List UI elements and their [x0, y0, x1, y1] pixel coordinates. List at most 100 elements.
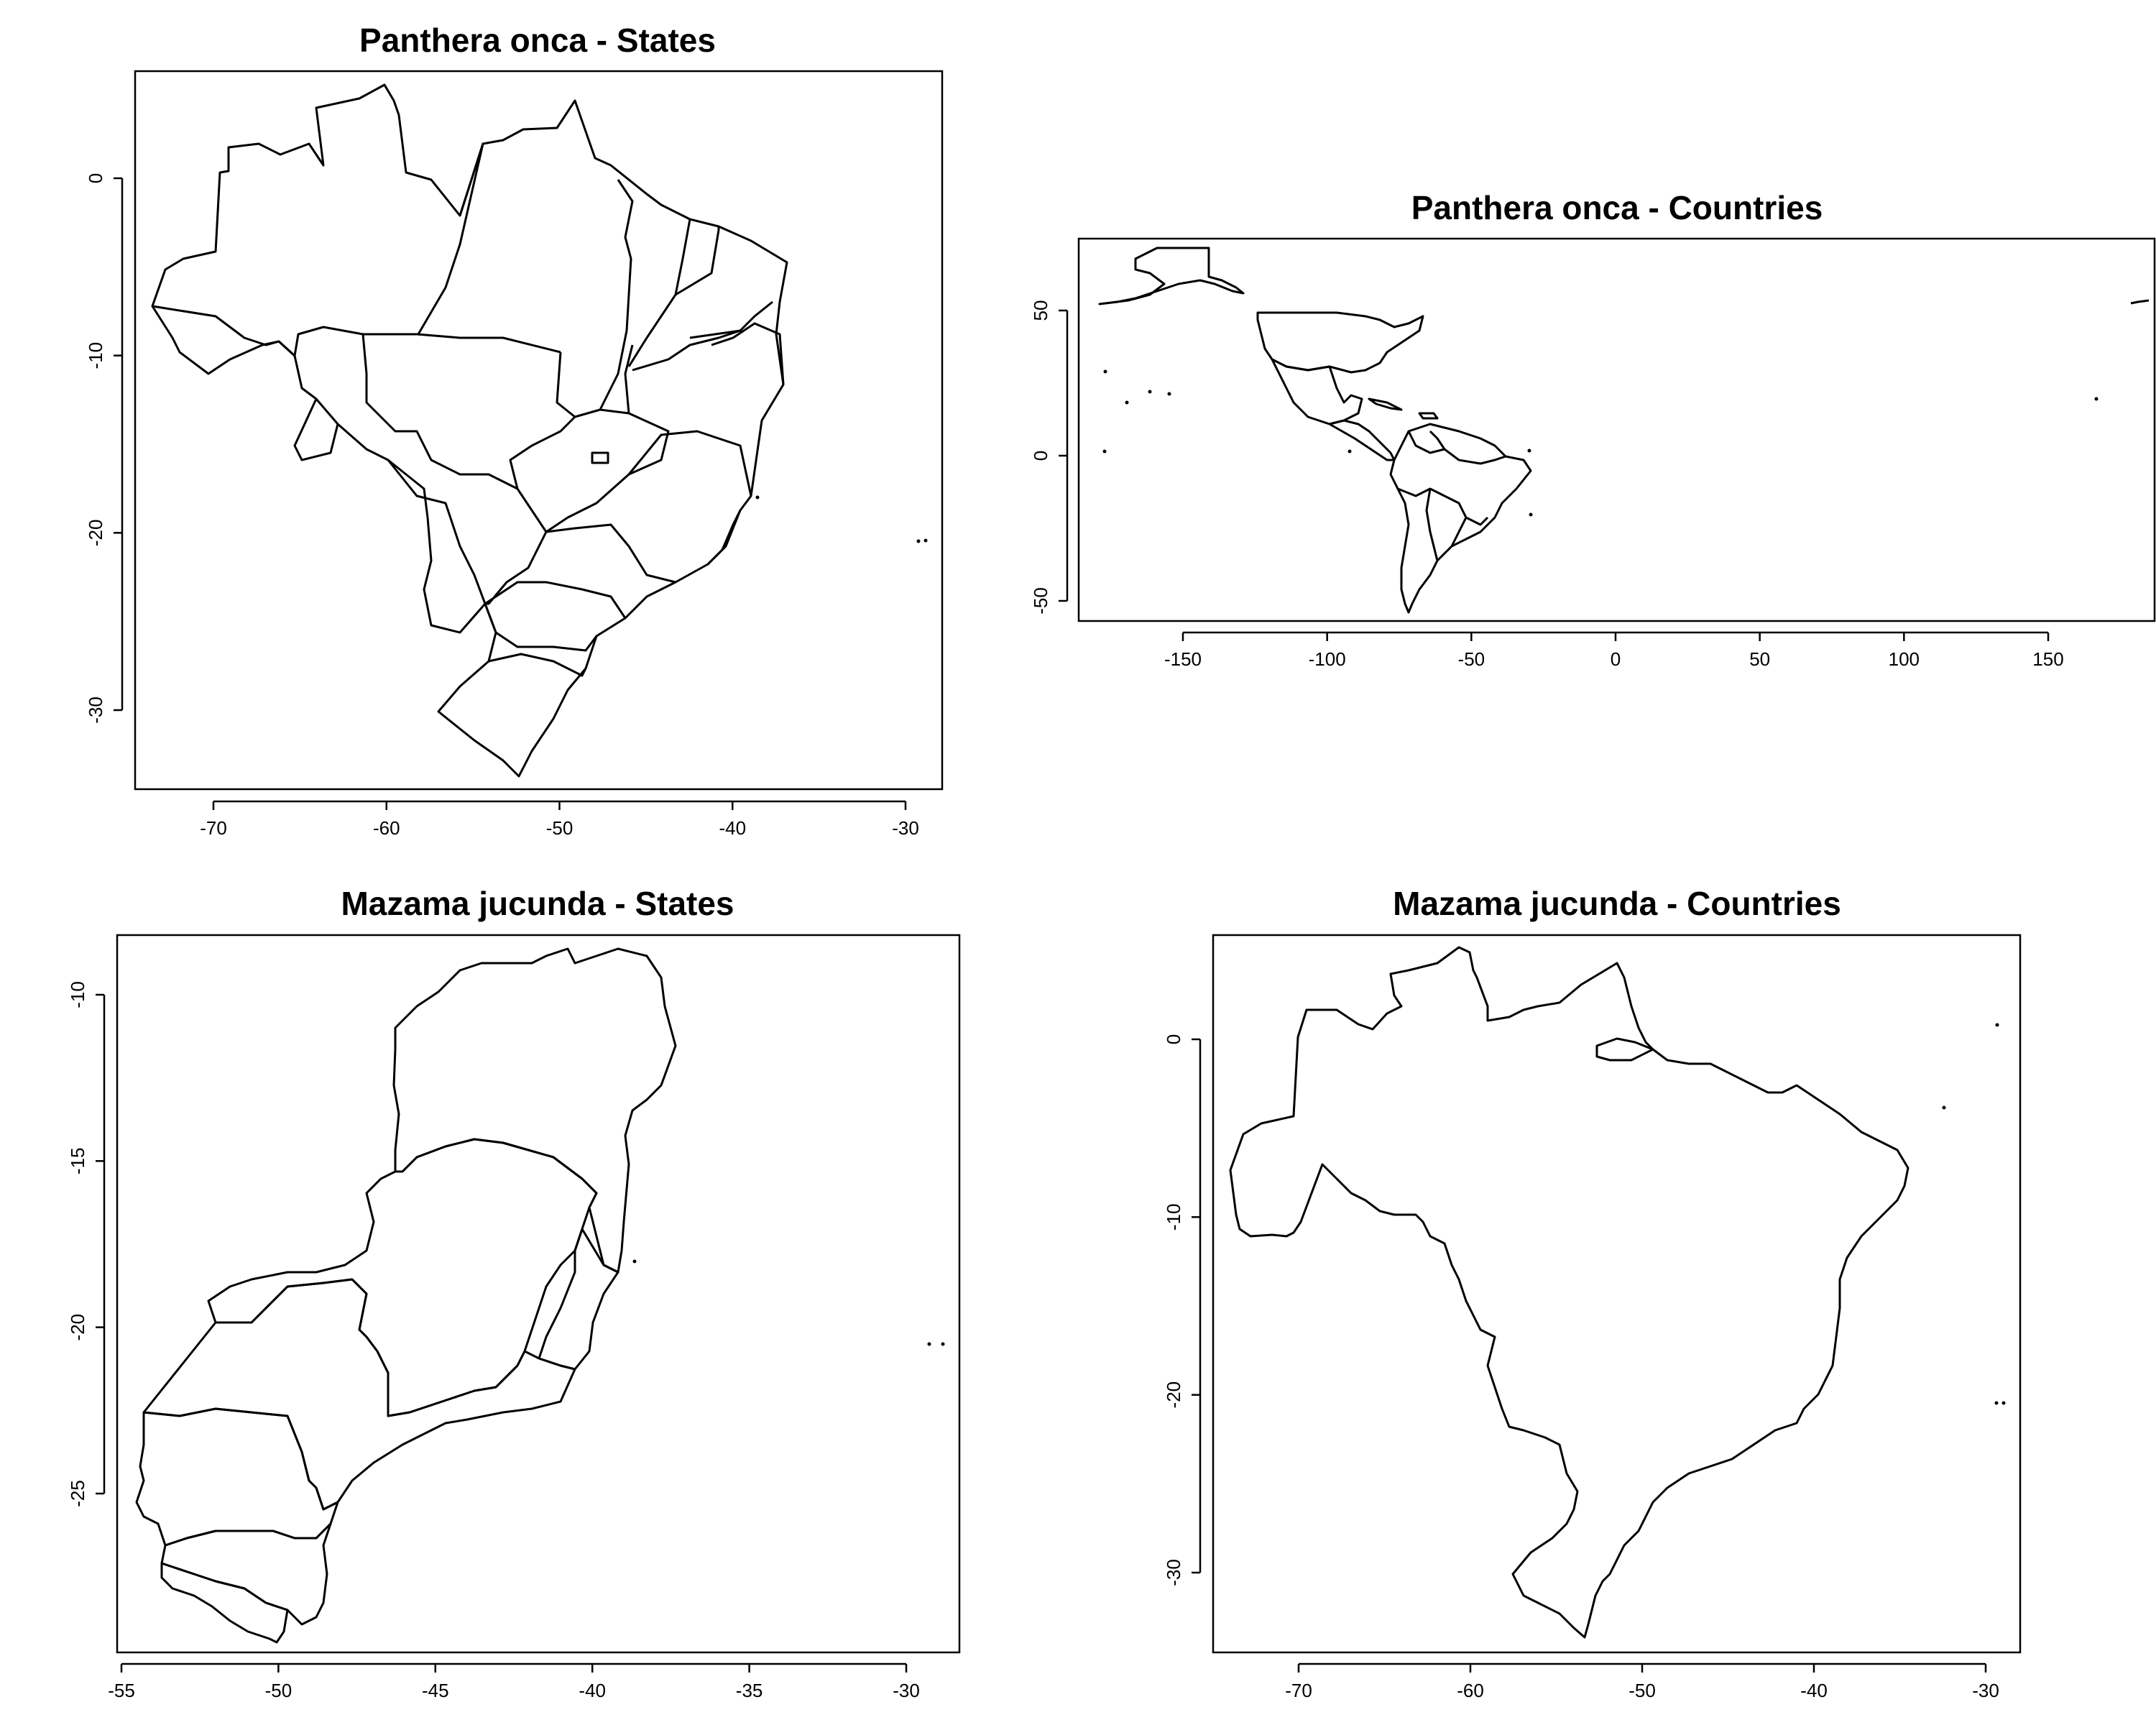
panel-mazama-countries: Mazama jucunda - Countries -70 -60 -50 -40-… [1163, 885, 2022, 1701]
x-tick-label: 50 [1749, 648, 1770, 670]
axes: -55 -50 -45 -40 -35 -30 -10 -15 -20 -25 [67, 981, 920, 1701]
x-tick-label: -50 [265, 1680, 292, 1701]
country-outline-mexico [1271, 358, 1363, 426]
island-marker [632, 1259, 637, 1264]
x-tick-label: 100 [1889, 648, 1920, 670]
island-marker [916, 539, 921, 543]
x-tick-label: -35 [736, 1680, 763, 1701]
y-tick-label: -50 [1030, 587, 1051, 615]
x-tick-label: -40 [579, 1680, 606, 1701]
plot-frame [1212, 934, 2022, 1654]
country-outline-alaska [1098, 247, 1245, 305]
country-outline-usa [1256, 311, 1424, 374]
island-marker [2001, 1401, 2006, 1405]
island-marker [1102, 449, 1107, 454]
map-countries-americas [1098, 247, 1532, 614]
panel-panthera-countries: Panthera onca - Countries [1030, 189, 2156, 670]
y-tick-label: 0 [85, 173, 106, 183]
island-marker [755, 495, 760, 500]
panel-title: Mazama jucunda - Countries [1393, 885, 1841, 922]
island-marker [1995, 1023, 1999, 1027]
country-boundary [1465, 516, 1489, 526]
panel-title: Mazama jucunda - States [341, 885, 734, 922]
island-marker [1942, 1105, 1946, 1110]
x-tick-label: -30 [893, 1680, 920, 1701]
y-tick-label: -20 [85, 520, 106, 547]
x-tick-label: 0 [1611, 648, 1621, 670]
country-boundary [1429, 430, 1446, 450]
country-boundary [1397, 487, 1468, 547]
island-marker [1529, 512, 1533, 517]
island-aleutian [2130, 299, 2150, 305]
y-tick-label: -10 [1163, 1204, 1184, 1231]
state-boundary [706, 510, 742, 566]
panel-title: Panthera onca - Countries [1411, 189, 1823, 226]
island-marker [1148, 390, 1152, 394]
x-tick-label: -50 [1458, 648, 1485, 670]
island-marker [2094, 397, 2099, 401]
island-cuba [1368, 397, 1403, 411]
axes: -70 -60 -50 -40 -30 0 -10 -20 -30 [1163, 1034, 1999, 1701]
state-boundary [711, 322, 785, 385]
state-boundary [417, 142, 484, 335]
axes: -70 -60 -50 -40 -30 0 -10 -20 -30 [85, 173, 919, 839]
islands [632, 1259, 945, 1346]
x-tick-label: -50 [546, 817, 573, 839]
y-tick-label: 0 [1163, 1034, 1184, 1044]
x-tick-label: -50 [1628, 1680, 1656, 1701]
x-tick-label: -45 [422, 1680, 449, 1701]
island-marker [1348, 449, 1352, 454]
y-tick-label: -15 [67, 1148, 88, 1175]
country-outline-brazil [1229, 946, 1909, 1639]
island-marker [1167, 392, 1171, 396]
state-boundary [627, 218, 691, 367]
state-boundary [627, 430, 752, 497]
x-tick-label: -60 [1457, 1680, 1484, 1701]
y-tick-label: 50 [1030, 300, 1051, 321]
x-tick-label: -70 [200, 817, 227, 839]
island-marajo [1595, 1037, 1654, 1062]
state-boundary [689, 300, 773, 339]
island-marker [1994, 1401, 1999, 1405]
panel-panthera-states: Panthera onca - States [85, 22, 944, 839]
plot-frame [134, 70, 944, 791]
islands [1942, 1023, 2006, 1405]
islands [755, 495, 928, 543]
x-tick-label: -30 [1972, 1680, 1999, 1701]
x-tick-label: -40 [1800, 1680, 1828, 1701]
federal-district [591, 451, 609, 464]
x-tick-label: -55 [108, 1680, 135, 1701]
state-boundary [545, 523, 676, 584]
y-tick-label: -20 [1163, 1381, 1184, 1409]
y-tick-label: -20 [67, 1314, 88, 1341]
island-marker [923, 538, 928, 543]
island-marker [941, 1342, 945, 1346]
country-outline-central-america [1328, 419, 1396, 461]
x-tick-label: -40 [719, 817, 746, 839]
map-states-brazil [151, 83, 788, 778]
panel-mazama-states: Mazama jucunda - States -55 -50 -45 -40 -35-… [67, 885, 961, 1701]
axes: -150 -100 -50 0 50 100 150 50 0 -50 [1030, 300, 2064, 670]
state-boundary [599, 179, 634, 410]
state-rio-grande-do-sul [160, 1562, 289, 1644]
state-boundary [152, 305, 561, 357]
y-tick-label: -25 [67, 1480, 88, 1507]
state-boundary [509, 415, 576, 489]
plot-frame [116, 934, 961, 1654]
state-boundary [485, 531, 548, 605]
state-boundary [675, 226, 720, 296]
y-tick-label: -10 [85, 342, 106, 369]
country-boundary [1407, 431, 1506, 465]
plot-frame [1077, 237, 2156, 622]
state-boundary [293, 398, 339, 461]
country-boundary [1425, 488, 1439, 561]
state-boundary [361, 334, 518, 490]
y-tick-label: -10 [67, 981, 88, 1008]
state-boundary [387, 459, 487, 634]
map-country-brazil [1229, 946, 1909, 1639]
x-tick-label: -30 [892, 817, 919, 839]
panel-title: Panthera onca - States [359, 22, 716, 59]
x-tick-label: -60 [373, 817, 400, 839]
island-marker [1103, 369, 1107, 374]
